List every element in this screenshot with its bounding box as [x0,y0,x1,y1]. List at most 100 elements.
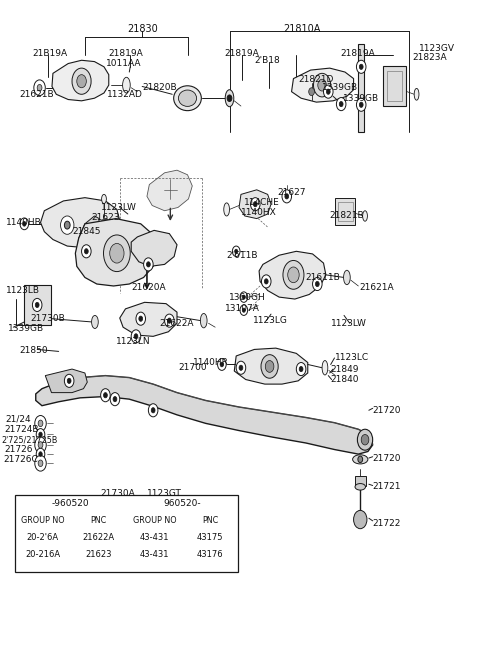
Circle shape [64,221,70,229]
Text: 1140HX: 1140HX [241,208,276,217]
Text: 1339GB: 1339GB [343,94,379,102]
Text: 1123LW: 1123LW [331,319,367,328]
Text: 21621A: 21621A [360,283,394,292]
Circle shape [251,198,260,211]
Text: 21726: 21726 [4,445,33,454]
Circle shape [239,365,243,371]
Text: 1339GB: 1339GB [8,324,44,333]
Circle shape [82,245,91,258]
Circle shape [312,277,322,290]
Circle shape [136,312,145,325]
Circle shape [35,437,46,453]
Text: 1123GV: 1123GV [419,44,455,53]
Circle shape [336,97,346,110]
Circle shape [354,510,367,529]
Circle shape [38,442,43,448]
Text: 21720: 21720 [372,406,401,415]
Text: 21724B: 21724B [4,424,39,434]
Text: PNC: PNC [202,516,218,525]
Circle shape [60,216,74,235]
Text: 114CHE: 114CHE [244,198,279,208]
Circle shape [64,374,74,388]
Text: 21622A: 21622A [83,533,115,542]
Circle shape [264,279,268,284]
Circle shape [104,393,108,398]
Circle shape [20,218,29,230]
Circle shape [339,101,343,106]
Circle shape [261,355,278,378]
Text: 43-431: 43-431 [140,533,169,542]
Text: 21622A: 21622A [159,319,193,328]
Circle shape [262,275,271,288]
Circle shape [315,281,319,286]
Circle shape [37,85,42,91]
Text: 21627: 21627 [277,188,306,197]
Circle shape [253,202,257,207]
Text: 21623: 21623 [91,213,120,222]
Text: 21700: 21700 [178,363,206,373]
Circle shape [38,420,43,426]
Ellipse shape [344,270,350,284]
Bar [387,71,402,101]
Text: 21850: 21850 [20,346,48,355]
Bar [383,66,406,106]
Text: GROUP NO: GROUP NO [21,516,64,525]
Text: 1339GB: 1339GB [322,83,358,92]
Text: 2'B18: 2'B18 [254,56,280,65]
Polygon shape [45,369,87,393]
Circle shape [67,378,71,384]
Text: 21B19A: 21B19A [33,49,68,58]
Bar [355,476,366,486]
Text: 1123LB: 1123LB [6,286,40,295]
Circle shape [360,64,363,70]
Polygon shape [52,60,109,101]
Circle shape [361,434,369,445]
Polygon shape [120,302,177,336]
Bar [15,495,238,572]
Ellipse shape [200,313,207,328]
Polygon shape [259,251,326,299]
Text: GROUP NO: GROUP NO [132,516,176,525]
Circle shape [217,359,226,371]
Text: 1132AD: 1132AD [108,90,143,99]
Text: 21730A: 21730A [101,489,135,498]
Circle shape [84,249,88,254]
Text: 21730B: 21730B [30,314,65,323]
Circle shape [309,88,314,96]
Circle shape [240,292,248,302]
Circle shape [101,389,110,402]
Polygon shape [131,231,177,266]
Bar [338,202,353,221]
Ellipse shape [363,211,367,221]
Text: 43176: 43176 [197,550,224,558]
Polygon shape [359,44,364,132]
Circle shape [232,246,240,256]
Text: 1123GT: 1123GT [147,489,182,498]
Circle shape [227,95,232,101]
Text: 21820B: 21820B [142,83,177,92]
Text: 960520-: 960520- [164,499,201,508]
Circle shape [134,334,138,339]
Text: 21721: 21721 [372,482,401,491]
Circle shape [288,267,299,283]
Text: -960520: -960520 [52,499,89,508]
Polygon shape [234,348,308,384]
Text: 1123LN: 1123LN [116,337,151,346]
Text: 1123LC: 1123LC [336,353,370,363]
Text: 21/24: 21/24 [5,415,31,423]
Text: 20-216A: 20-216A [25,550,60,558]
Polygon shape [40,198,120,248]
Text: 21819A: 21819A [340,49,375,58]
Circle shape [23,221,26,226]
Circle shape [357,60,366,74]
Ellipse shape [353,455,368,464]
Text: 2'725/21725B: 2'725/21725B [2,435,58,444]
Circle shape [358,456,363,463]
Text: 1140HB: 1140HB [6,218,42,227]
Polygon shape [36,376,372,454]
Circle shape [131,330,141,343]
Circle shape [36,428,45,440]
Text: 43-431: 43-431 [140,550,169,558]
Circle shape [139,316,143,321]
Circle shape [242,308,245,312]
